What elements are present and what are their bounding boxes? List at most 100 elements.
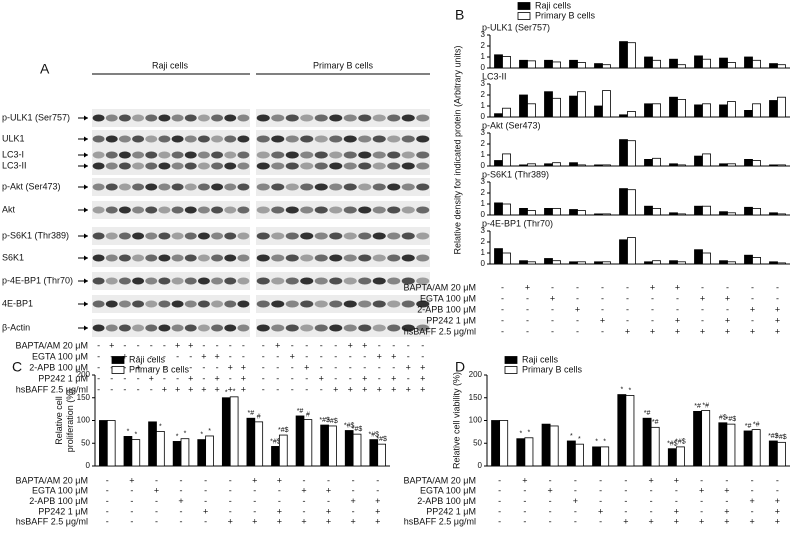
treatment-sign: + — [749, 496, 754, 506]
blot-band — [343, 114, 357, 122]
blot-band — [401, 114, 415, 122]
treatment-sign: + — [252, 475, 257, 485]
blot-band — [158, 162, 171, 170]
treatment-sign: + — [375, 517, 380, 527]
bar — [106, 420, 116, 467]
bar — [744, 206, 753, 216]
blot-strip — [256, 295, 430, 313]
arrow-head — [84, 278, 88, 284]
treatment-sign: - — [106, 475, 109, 485]
bar — [644, 158, 653, 167]
bar — [544, 163, 553, 167]
legend-swatch — [504, 356, 518, 364]
treatment-sign: - — [262, 373, 265, 383]
bar — [594, 213, 603, 216]
treatment-sign: + — [201, 351, 206, 361]
treatment-sign: - — [624, 496, 627, 506]
treatment-sign: - — [378, 362, 381, 372]
blot-band — [118, 277, 131, 285]
bar — [677, 99, 686, 118]
blot-band — [92, 151, 105, 159]
bar — [328, 425, 337, 467]
bar — [769, 164, 778, 167]
blot-band — [358, 206, 372, 214]
treatment-sign: - — [137, 351, 140, 361]
treatment-label: 2-APB 100 μM — [29, 362, 88, 372]
blot-band — [197, 232, 210, 240]
blot-band — [285, 162, 299, 170]
treatment-sign: + — [362, 340, 367, 350]
significance-label: * — [184, 431, 187, 438]
blot-band — [145, 183, 158, 191]
chart-title: LC3-II — [482, 71, 507, 81]
blot-band — [145, 114, 158, 122]
y-tick-label: 2 — [481, 139, 486, 148]
treatment-sign: - — [651, 304, 654, 314]
bar — [271, 446, 280, 467]
bar — [627, 237, 636, 265]
blot-band — [211, 162, 224, 170]
treatment-sign: + — [301, 517, 306, 527]
blot-band — [197, 114, 210, 122]
blot-band — [285, 254, 299, 262]
treatment-sign: - — [407, 351, 410, 361]
arrow-head — [84, 163, 88, 169]
blot-band — [343, 206, 357, 214]
treatment-sign: - — [574, 517, 577, 527]
treatment-sign: - — [130, 496, 133, 506]
blot-label: ULK1 — [2, 133, 25, 143]
treatment-sign: - — [202, 340, 205, 350]
significance-label: *#$ — [726, 416, 737, 423]
treatment-sign: + — [175, 340, 180, 350]
bar — [594, 63, 603, 69]
blot-band — [132, 135, 145, 143]
treatment-sign: - — [650, 486, 653, 496]
bar — [246, 417, 256, 467]
blot-band — [184, 254, 197, 262]
blot-band — [271, 135, 285, 143]
treatment-sign: - — [229, 496, 232, 506]
blot-band — [224, 300, 237, 308]
significance-label: *# — [745, 423, 752, 430]
blot-band — [314, 324, 328, 332]
arrow-head — [84, 207, 88, 213]
blot-band — [387, 206, 401, 214]
treatment-sign: - — [701, 304, 704, 314]
bar — [701, 410, 711, 467]
treatment-sign: - — [601, 326, 604, 336]
blot-label: p-S6K1 (Thr389) — [2, 230, 69, 240]
blot-band — [256, 114, 270, 122]
blot-band — [416, 300, 430, 308]
treatment-sign: + — [725, 326, 730, 336]
bar — [524, 437, 534, 467]
bar — [527, 103, 536, 118]
treatment-sign: + — [600, 315, 605, 325]
blot-band — [237, 300, 250, 308]
blot-band — [105, 277, 118, 285]
blot-band — [372, 324, 386, 332]
bar — [619, 114, 628, 118]
treatment-sign: - — [163, 351, 166, 361]
treatment-sign: - — [320, 340, 323, 350]
bar — [569, 209, 578, 216]
treatment-sign: - — [526, 304, 529, 314]
treatment-sign: - — [701, 282, 704, 292]
blot-band — [132, 162, 145, 170]
treatment-sign: - — [305, 340, 308, 350]
blot-strip — [256, 146, 430, 175]
blot-band — [372, 254, 386, 262]
y-axis-label: proliferation (%) — [65, 389, 75, 453]
bar — [519, 260, 528, 265]
treatment-sign: - — [242, 351, 245, 361]
blot-band — [224, 162, 237, 170]
chart-title: p-4E-BP1 (Thr70) — [482, 218, 553, 228]
blot-band — [387, 162, 401, 170]
arrow-head — [84, 136, 88, 142]
bar — [229, 396, 239, 467]
treatment-sign: + — [188, 373, 193, 383]
blot-band — [118, 151, 131, 159]
blot-band — [387, 151, 401, 159]
treatment-sign: + — [109, 340, 114, 350]
blot-band — [158, 324, 171, 332]
